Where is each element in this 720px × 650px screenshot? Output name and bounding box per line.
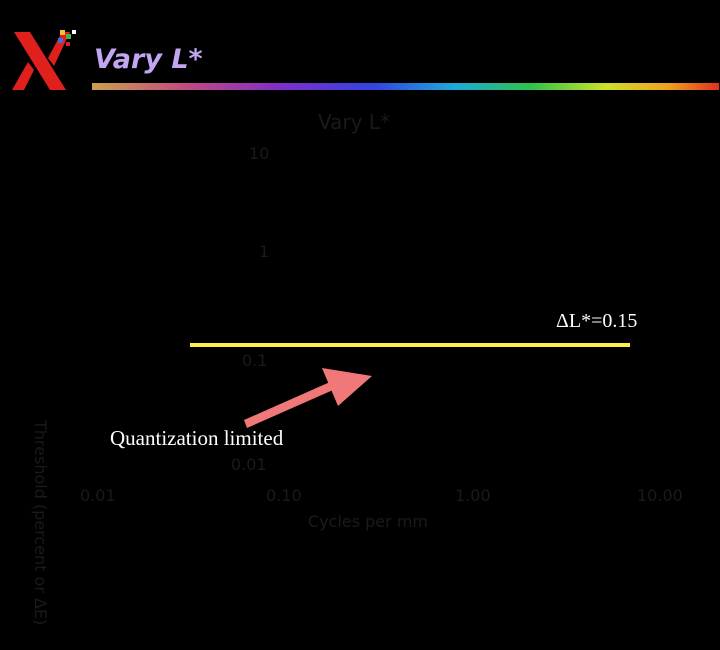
x-axis-label: Cycles per mm (308, 512, 428, 531)
slide-title: Vary L* (94, 44, 203, 75)
y-tick-label: 0.1 (242, 351, 268, 370)
xerox-x-logo-icon (12, 30, 76, 90)
y-tick-label: 10 (249, 144, 270, 163)
rainbow-divider (92, 83, 719, 90)
threshold-line (190, 343, 630, 347)
y-tick-label: 1 (259, 242, 270, 261)
y-tick-label: 0.01 (231, 455, 267, 474)
arrow-up-right-icon (244, 368, 372, 428)
x-tick-label: 0.10 (266, 486, 302, 505)
delta-l-label: ΔL*=0.15 (556, 310, 638, 332)
x-tick-label: 0.01 (80, 486, 116, 505)
x-tick-label: 10.00 (637, 486, 683, 505)
quantization-label: Quantization limited (110, 426, 284, 450)
y-axis-label: Threshold (percent or ΔE) (31, 420, 50, 626)
x-tick-label: 1.00 (455, 486, 491, 505)
chart-title: Vary L* (318, 110, 390, 134)
